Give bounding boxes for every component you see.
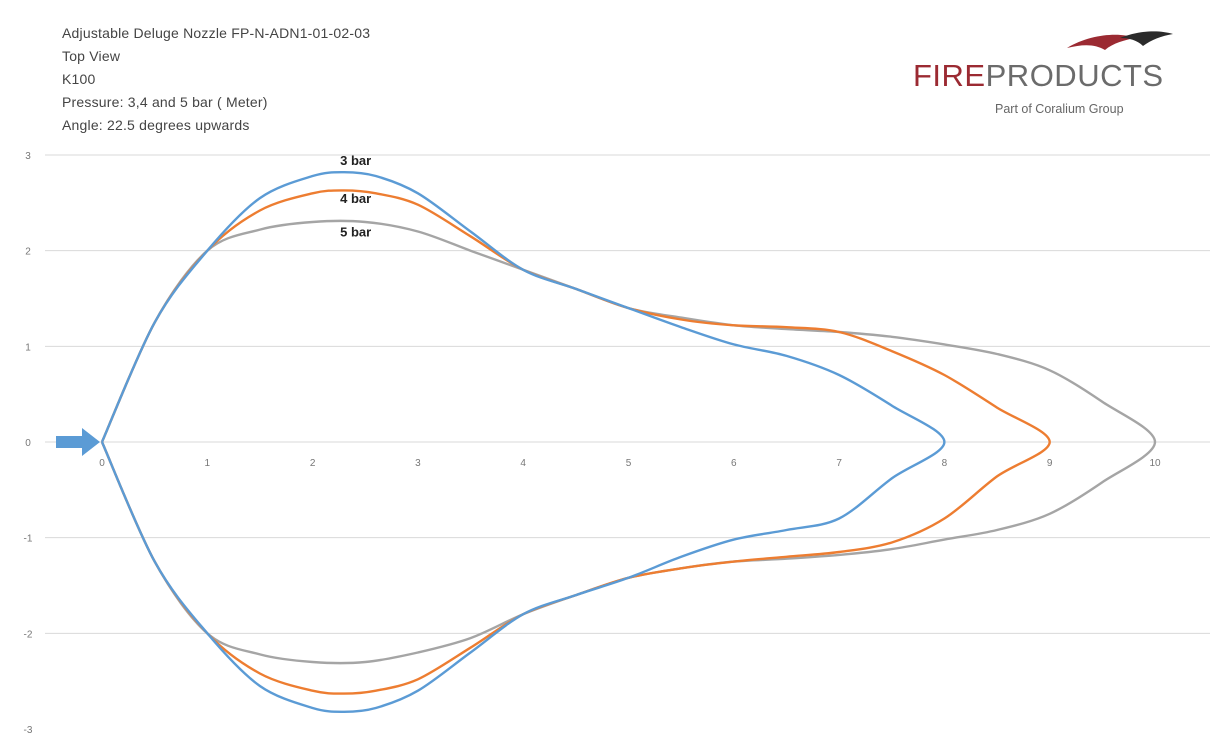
header-line-view: Top View bbox=[62, 48, 121, 64]
x-tick-label: 10 bbox=[1149, 458, 1161, 469]
series-line-4-bar bbox=[100, 189, 1051, 695]
y-tick-label: 3 bbox=[25, 151, 31, 162]
x-tick-label: 2 bbox=[310, 458, 316, 469]
x-tick-label: 4 bbox=[520, 458, 526, 469]
y-tick-label: -1 bbox=[24, 534, 33, 545]
company-logo: FIREPRODUCTS Part of Coralium Group bbox=[905, 28, 1175, 128]
header-line-k-factor: K100 bbox=[62, 71, 96, 87]
series-line-3-bar bbox=[100, 170, 946, 714]
logo-bird-icon bbox=[1067, 31, 1173, 50]
logo-wordmark: FIREPRODUCTS bbox=[913, 58, 1164, 94]
y-tick-label: 0 bbox=[25, 438, 31, 449]
series-annotation: 4 bar bbox=[340, 191, 371, 206]
logo-tagline: Part of Coralium Group bbox=[995, 102, 1124, 116]
x-tick-label: 1 bbox=[205, 458, 211, 469]
logo-word-fire: FIRE bbox=[913, 58, 986, 93]
series-layer bbox=[100, 170, 1157, 714]
x-tick-label: 8 bbox=[942, 458, 948, 469]
x-tick-label: 0 bbox=[99, 458, 105, 469]
y-tick-label: 1 bbox=[25, 342, 31, 353]
label-layer: 3 bar 4 bar 5 bar bbox=[340, 153, 371, 240]
series-annotation: 5 bar bbox=[340, 225, 371, 240]
x-tick-label: 3 bbox=[415, 458, 421, 469]
grid-layer bbox=[45, 154, 1210, 634]
arrow-right-icon bbox=[56, 428, 100, 456]
arrow-layer bbox=[56, 428, 100, 456]
x-tick-label: 6 bbox=[731, 458, 737, 469]
x-tick-label: 9 bbox=[1047, 458, 1053, 469]
y-tick-label: -3 bbox=[24, 725, 33, 736]
y-tick-label: -2 bbox=[24, 629, 33, 640]
header-line-angle: Angle: 22.5 degrees upwards bbox=[62, 117, 250, 133]
header-line-pressure: Pressure: 3,4 and 5 bar ( Meter) bbox=[62, 94, 268, 110]
y-tick-label: 2 bbox=[25, 247, 31, 258]
series-annotation: 3 bar bbox=[340, 153, 371, 168]
logo-word-products: PRODUCTS bbox=[985, 58, 1164, 93]
x-tick-label: 5 bbox=[626, 458, 632, 469]
series-line-5-bar bbox=[100, 219, 1157, 665]
x-tick-label: 7 bbox=[836, 458, 842, 469]
chart-header: Adjustable Deluge Nozzle FP-N-ADN1-01-02… bbox=[62, 22, 370, 137]
header-line-product: Adjustable Deluge Nozzle FP-N-ADN1-01-02… bbox=[62, 25, 371, 41]
